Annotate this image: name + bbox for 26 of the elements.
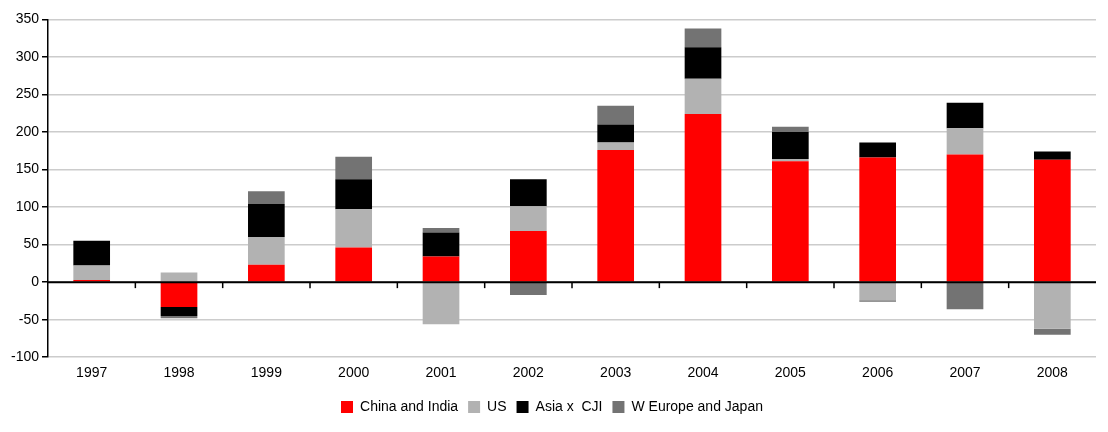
x-tick-label: 2003 xyxy=(600,364,632,381)
y-tick-label: 50 xyxy=(23,235,40,252)
x-tick-label: 1998 xyxy=(163,364,195,381)
legend-label: China and India xyxy=(360,397,459,414)
x-tick-label: 2008 xyxy=(1036,364,1069,381)
x-tick-label: 2007 xyxy=(949,364,981,381)
y-tick-label: -100 xyxy=(10,348,40,365)
x-tick-label: 2004 xyxy=(687,364,719,381)
y-tick-label: 300 xyxy=(15,47,40,64)
x-tick-label: 2002 xyxy=(512,364,545,381)
x-tick-label: 1999 xyxy=(250,364,283,381)
x-tick-label: 2005 xyxy=(774,364,807,381)
legend-label: US xyxy=(487,397,507,414)
y-tick-label: -50 xyxy=(18,310,40,327)
legend-label: W Europe and Japan xyxy=(631,397,763,414)
x-tick-label: 2000 xyxy=(338,364,370,381)
x-tick-label: 2001 xyxy=(425,364,457,381)
legend-label: Asia x CJI xyxy=(535,397,603,414)
y-tick-label: 200 xyxy=(15,122,40,139)
x-tick-label: 1997 xyxy=(76,364,108,381)
y-tick-label: 150 xyxy=(15,160,40,177)
y-tick-label: 250 xyxy=(15,85,40,102)
y-tick-label: 0 xyxy=(31,272,40,289)
y-tick-label: 100 xyxy=(15,197,40,214)
y-tick-label: 350 xyxy=(15,10,40,27)
x-tick-label: 2006 xyxy=(862,364,894,381)
